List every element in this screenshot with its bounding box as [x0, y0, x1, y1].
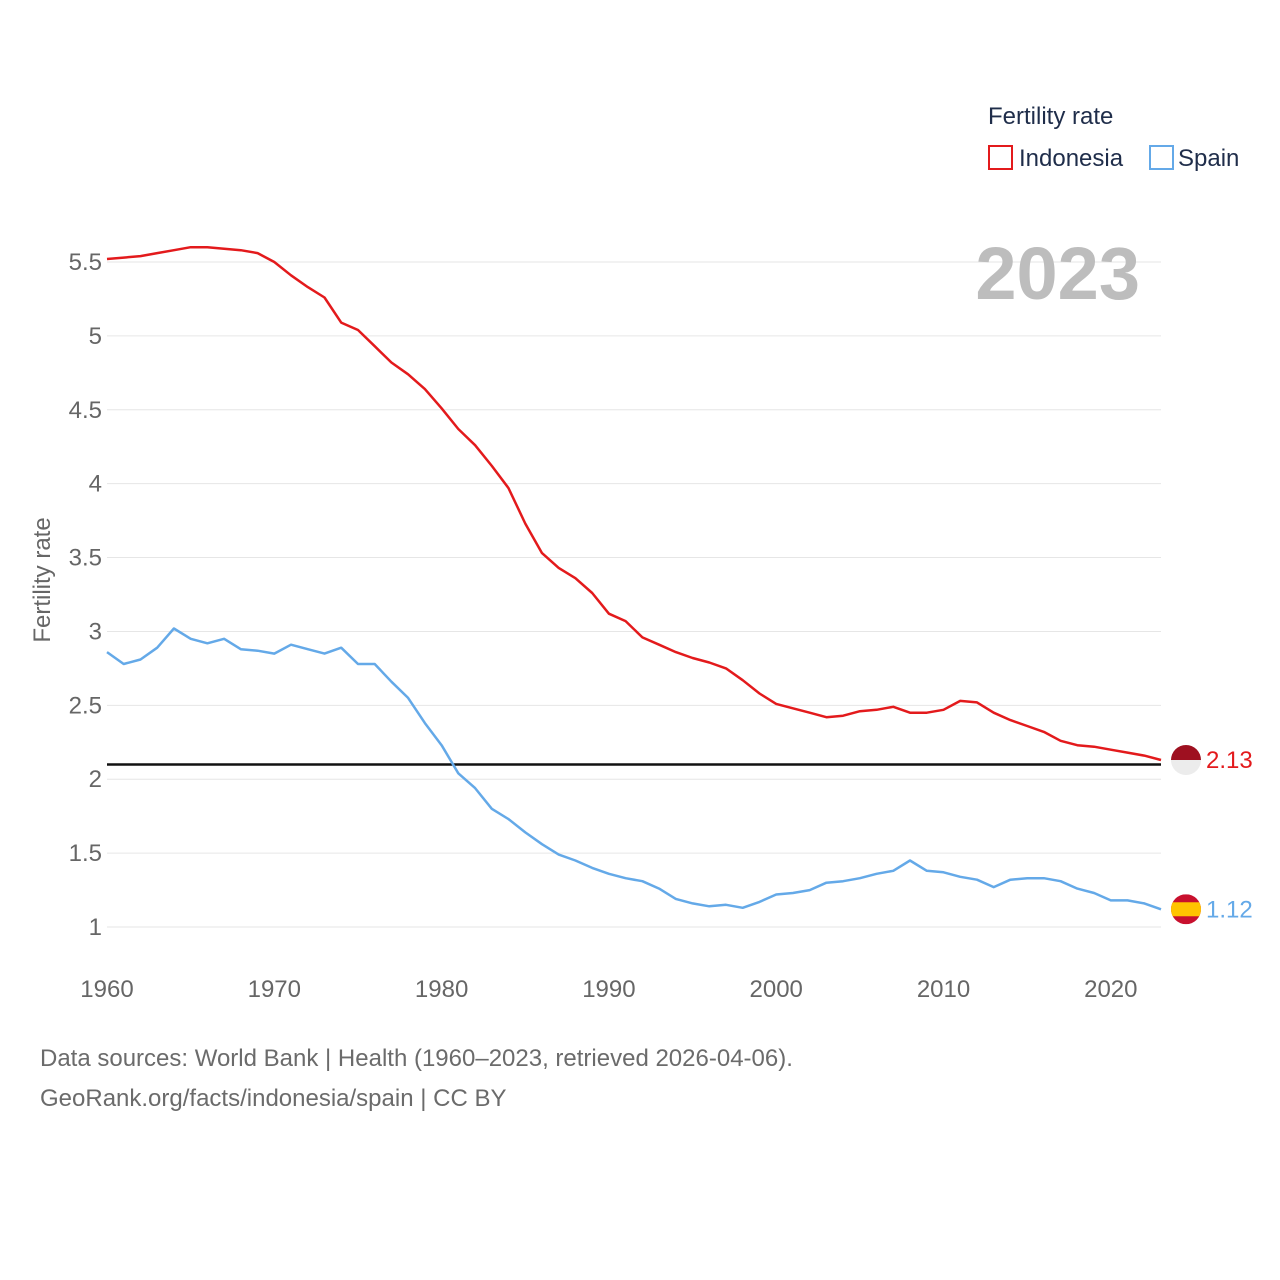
y-tick-label: 1: [89, 914, 102, 941]
x-tick-label: 2000: [750, 976, 803, 1003]
x-tick-label: 1990: [582, 976, 635, 1003]
x-tick-label: 2020: [1084, 976, 1137, 1003]
y-tick-label: 2: [89, 766, 102, 793]
end-markers: 2.13 1.12: [1171, 745, 1253, 925]
line-chart: 1 1.5 2 2.5 3 3.5 4 4.5 5 5.5 1960 1970 1980 1990 200…: [29, 103, 1253, 1003]
legend-title: Fertility rate: [988, 103, 1113, 130]
legend-label-spain: Spain: [1178, 145, 1239, 172]
legend-swatch-indonesia: [988, 145, 1013, 170]
y-tick-label: 5: [89, 323, 102, 350]
attribution-link[interactable]: GeoRank.org/facts/indonesia/spain | CC B…: [40, 1085, 507, 1112]
y-axis-label: Fertility rate: [29, 517, 56, 642]
y-tick-label: 4.5: [69, 397, 102, 424]
indonesia-flag-icon: [1171, 745, 1201, 776]
x-tick-label: 2010: [917, 976, 970, 1003]
legend-label-indonesia: Indonesia: [1019, 145, 1124, 172]
series-lines: [106, 245, 1162, 911]
y-tick-label: 2.5: [69, 692, 102, 719]
y-tick-label: 3.5: [69, 545, 102, 572]
legend-swatch-spain: [1149, 145, 1174, 170]
spain-flag-icon: [1171, 894, 1201, 925]
y-tick-label: 5.5: [69, 249, 102, 276]
legend-item-indonesia[interactable]: Indonesia: [988, 145, 1124, 172]
legend-item-spain[interactable]: Spain: [1149, 145, 1239, 172]
y-tick-label: 1.5: [69, 840, 102, 867]
series-line-indonesia: [106, 245, 1162, 762]
y-tick-label: 4: [89, 471, 102, 498]
end-value-indonesia: 2.13: [1206, 747, 1253, 774]
legend: Fertility rate Indonesia Spain: [988, 103, 1239, 172]
x-axis: 1960 1970 1980 1990 2000 2010 2020: [80, 976, 1137, 1003]
x-tick-label: 1970: [248, 976, 301, 1003]
x-tick-label: 1960: [80, 976, 133, 1003]
year-label: 2023: [975, 232, 1140, 315]
x-tick-label: 1980: [415, 976, 468, 1003]
data-source-note: Data sources: World Bank | Health (1960–…: [40, 1045, 793, 1072]
grid-lines: [107, 261, 1161, 928]
y-tick-label: 3: [89, 618, 102, 645]
y-axis: 1 1.5 2 2.5 3 3.5 4 4.5 5 5.5: [69, 249, 102, 941]
end-value-spain: 1.12: [1206, 896, 1253, 923]
series-line-spain: [106, 627, 1162, 911]
